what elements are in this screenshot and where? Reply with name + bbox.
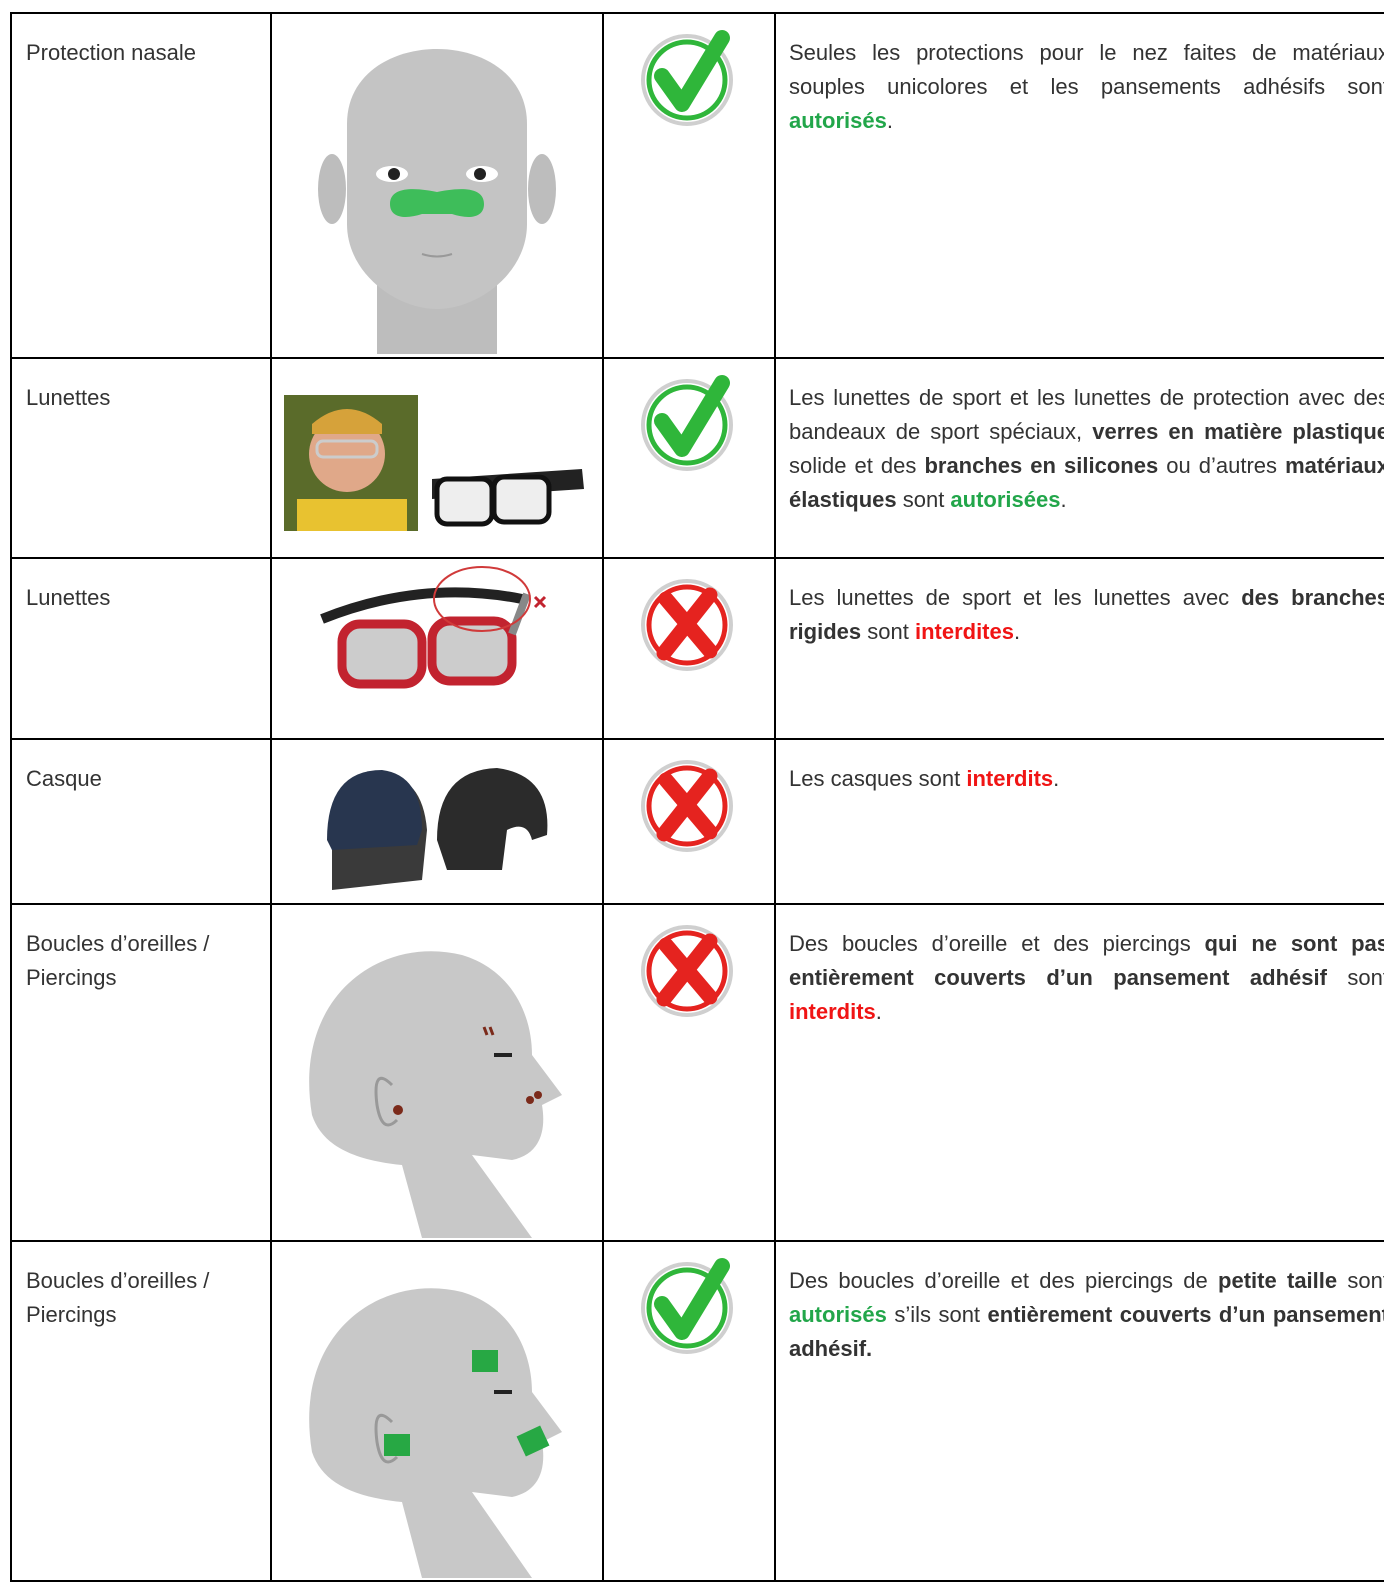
description-text: . — [1013, 619, 1021, 644]
label-cell: Protection nasale — [10, 12, 272, 359]
description-text: . — [875, 999, 882, 1024]
cross-icon — [641, 925, 733, 1017]
row: Lunettes Les lunettes de sport et les lu… — [10, 357, 1384, 559]
description-text: Seules les protections pour le nez faite… — [789, 40, 1384, 99]
description-text: des branches rigides — [789, 585, 1384, 644]
description-text: sont — [1326, 965, 1384, 990]
description-text: entièrement couverts d’un pansement adhé… — [789, 1302, 1384, 1361]
description-text: Les lunettes de sport et les lunettes av… — [789, 585, 1242, 610]
icon-cell — [602, 557, 776, 740]
label-cell: Boucles d’oreilles / Piercings — [10, 1240, 272, 1582]
row: Boucles d’oreilles / Piercings Des boucl… — [10, 903, 1384, 1242]
description-text: solide et des — [789, 453, 925, 478]
row: Protection nasale Seules les protections… — [10, 12, 1384, 359]
illustration-glasses — [284, 395, 584, 531]
description-cell: Les casques sont interdits. — [774, 738, 1384, 905]
image-cell — [270, 557, 604, 740]
description-text: autorisés — [789, 108, 887, 133]
icon-cell — [602, 357, 776, 559]
description-text: verres en matière plastique — [1092, 419, 1384, 444]
description-text: interdits — [966, 766, 1054, 791]
description-text: s’ils sont — [886, 1302, 988, 1327]
label: Casque — [26, 766, 102, 791]
image-cell — [270, 357, 604, 559]
image-cell — [270, 903, 604, 1242]
label: Lunettes — [26, 385, 111, 410]
description-text: matériaux élastiques — [789, 453, 1384, 512]
description-text: . — [1053, 766, 1060, 791]
row: Casque Les casques sont interdits. — [10, 738, 1384, 905]
check-icon — [641, 1258, 733, 1354]
label: Protection nasale — [26, 40, 196, 65]
description-cell: Des boucles d’oreille et des piercings d… — [774, 1240, 1384, 1582]
description-text: branches en silicones — [924, 453, 1159, 478]
illustration-side-head-patches — [309, 1288, 562, 1578]
description-cell: Les lunettes de sport et les lunettes de… — [774, 357, 1384, 559]
description-text: . — [1060, 487, 1067, 512]
icon-cell — [602, 903, 776, 1242]
description-cell: Des boucles d’oreille et des piercings q… — [774, 903, 1384, 1242]
label-cell: Lunettes — [10, 557, 272, 740]
image-cell — [270, 738, 604, 905]
check-icon — [641, 375, 733, 471]
description-text: petite taille — [1218, 1268, 1338, 1293]
description-cell: Les lunettes de sport et les lunettes av… — [774, 557, 1384, 740]
image-cell — [270, 1240, 604, 1582]
illustration-rigid-glasses — [320, 566, 547, 689]
icon-cell — [602, 738, 776, 905]
illustration-side-head — [309, 951, 562, 1238]
label-cell: Boucles d’oreilles / Piercings — [10, 903, 272, 1242]
description-text: Les lunettes de sport et les lunettes de… — [789, 385, 1384, 444]
description-text: autorisées — [950, 487, 1061, 512]
label-cell: Lunettes — [10, 357, 272, 559]
description-text: Des boucles d’oreille et des piercings — [789, 931, 1205, 956]
check-icon — [641, 30, 733, 126]
label: Boucles d’oreilles / Piercings — [26, 1268, 210, 1327]
description-text: sont — [896, 487, 951, 512]
cross-icon — [641, 579, 733, 671]
illustration-face — [318, 49, 556, 354]
rules-table: Protection nasale Seules les protections… — [10, 12, 1384, 1582]
description-text: interdits — [789, 999, 876, 1024]
description-cell: Seules les protections pour le nez faite… — [774, 12, 1384, 359]
description-text: sont — [1337, 1268, 1384, 1293]
description-text: ou d’autres — [1158, 453, 1286, 478]
description-text: autorisés — [789, 1302, 887, 1327]
label: Lunettes — [26, 585, 111, 610]
description-text: interdites — [914, 619, 1014, 644]
description-text: Les casques sont — [789, 766, 967, 791]
description-text: qui ne sont pas entièrement couverts d’u… — [789, 931, 1384, 990]
row: Lunettes Les lunettes de sport et les lu… — [10, 557, 1384, 740]
label-cell: Casque — [10, 738, 272, 905]
cross-icon — [641, 760, 733, 852]
description-text: . — [886, 108, 893, 133]
description-text: sont — [861, 619, 915, 644]
label: Boucles d’oreilles / Piercings — [26, 931, 210, 990]
icon-cell — [602, 12, 776, 359]
icon-cell — [602, 1240, 776, 1582]
illustration-helmets — [327, 768, 548, 890]
row: Boucles d’oreilles / Piercings Des boucl… — [10, 1240, 1384, 1582]
image-cell — [270, 12, 604, 359]
description-text: Des boucles d’oreille et des piercings d… — [789, 1268, 1219, 1293]
